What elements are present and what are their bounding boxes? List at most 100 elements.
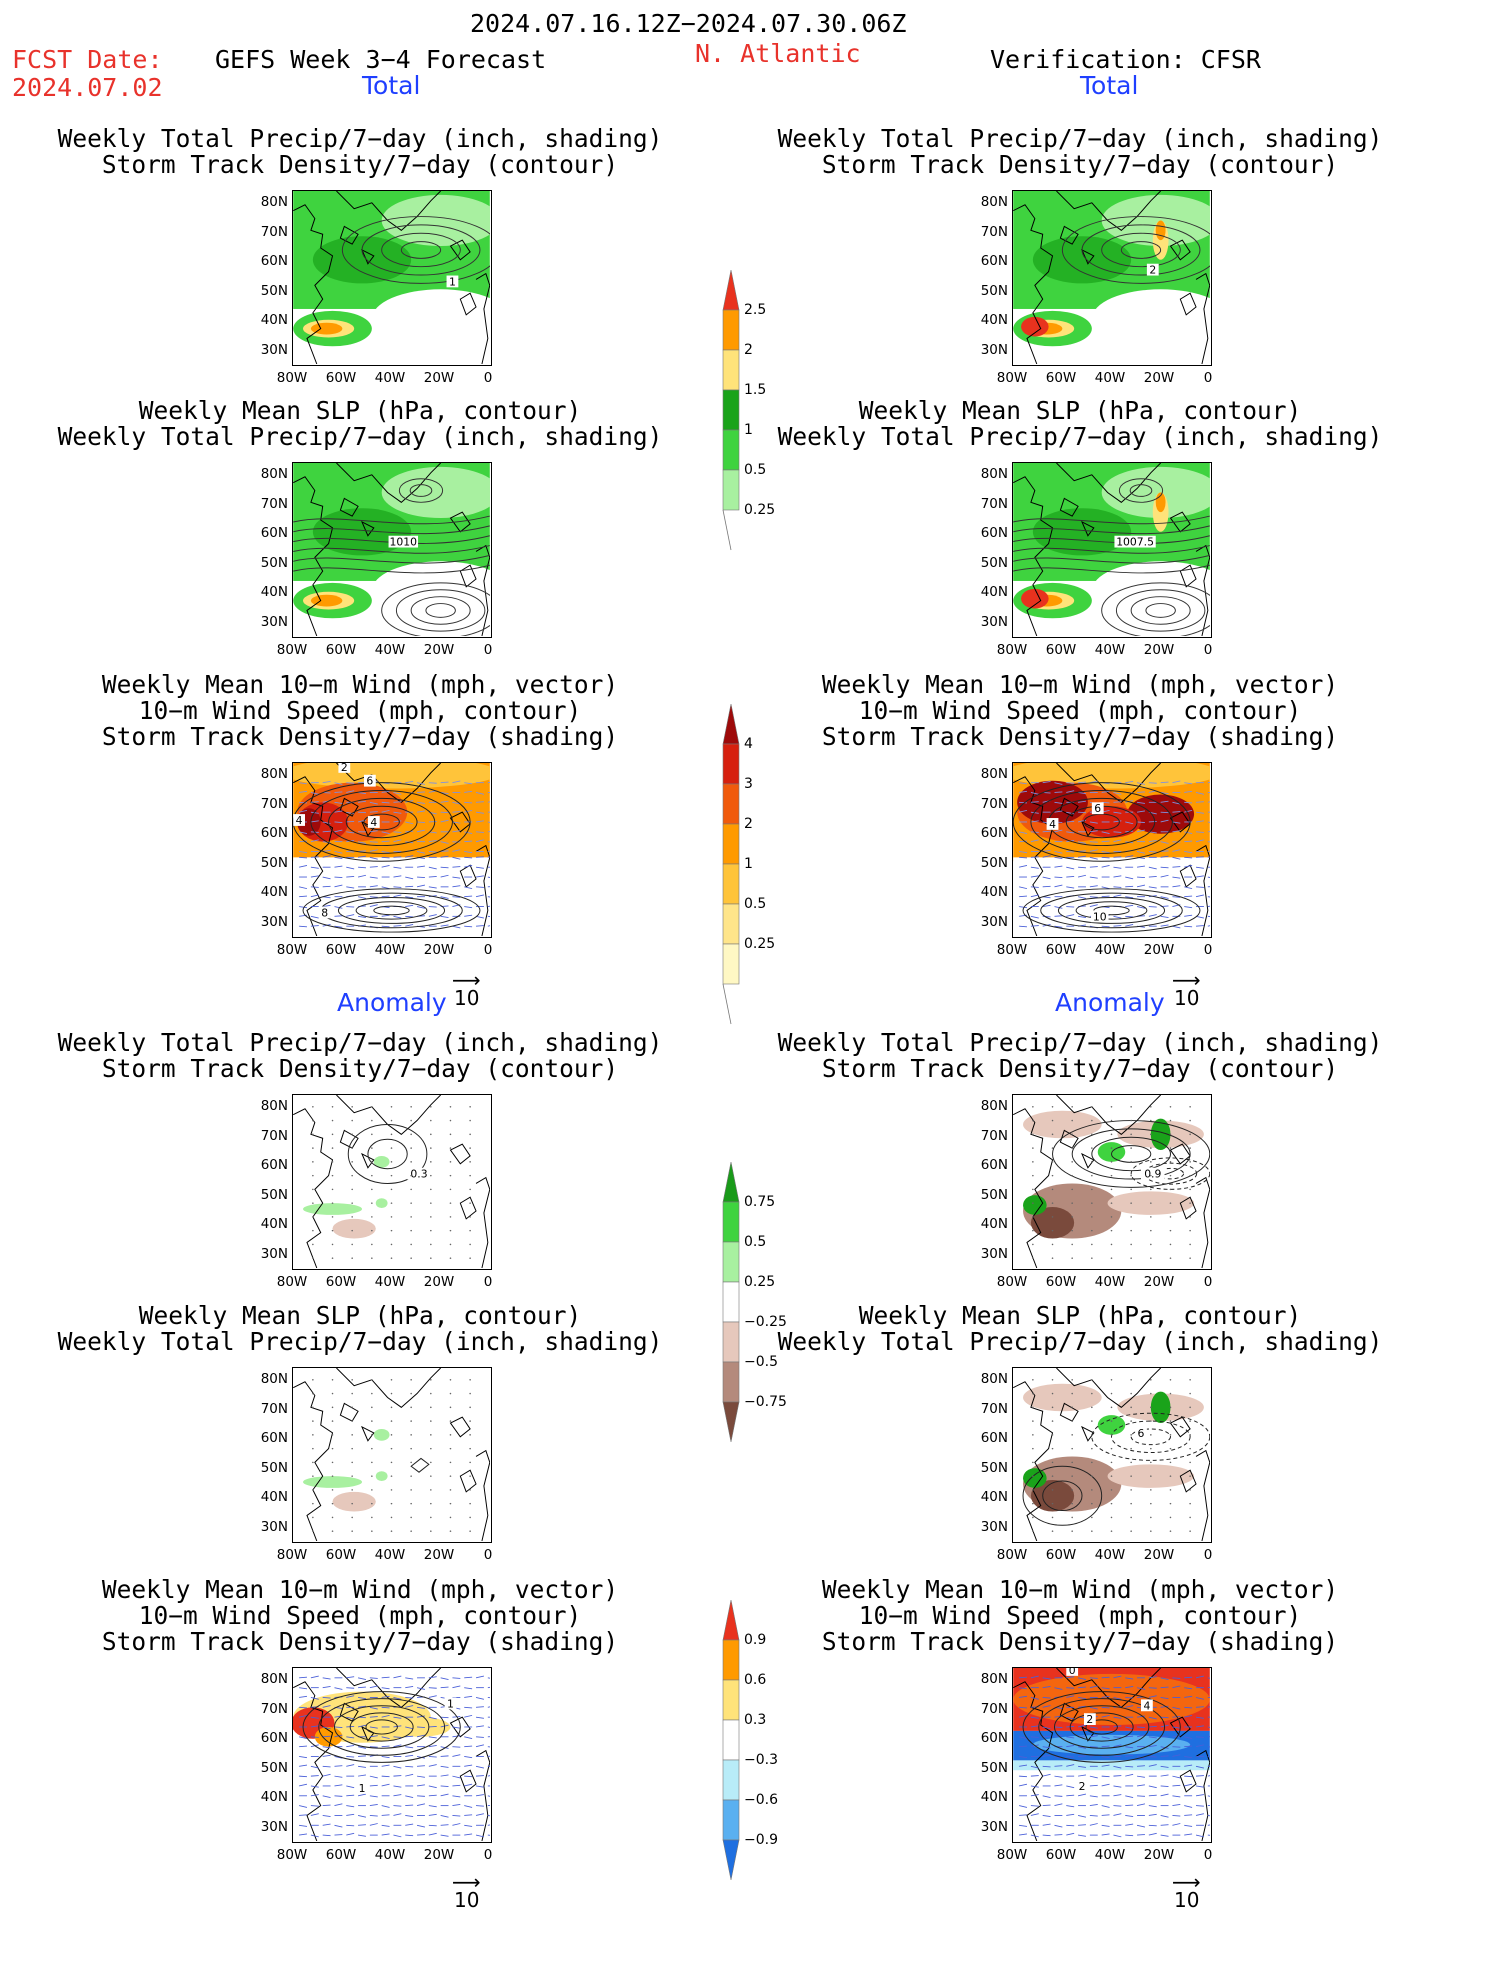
l-panel-title-line: Weekly Mean SLP (hPa, contour) xyxy=(138,1301,582,1330)
l-panel-title-line: Weekly Total Precip/7−day (inch, shading… xyxy=(57,124,663,153)
r-map-precip_storm-total: 2 xyxy=(1012,190,1212,366)
lon-label: 60W xyxy=(325,370,357,386)
lon-label: 0 xyxy=(1203,370,1213,386)
lat-label: 70N xyxy=(980,1127,1008,1144)
colorbar-label: 1 xyxy=(744,422,753,438)
lon-label: 80W xyxy=(996,370,1028,386)
svg-text:0.9: 0.9 xyxy=(1144,1168,1161,1181)
lon-label: 80W xyxy=(276,1847,308,1863)
r-map-slp_precip-anom: 6 xyxy=(1012,1367,1212,1543)
lat-label: 60N xyxy=(980,1730,1008,1746)
lon-label: 40W xyxy=(374,1847,406,1863)
colorbar-label: 0.3 xyxy=(744,1712,767,1728)
lat-label: 50N xyxy=(980,1759,1008,1776)
lat-label: 30N xyxy=(980,613,1008,630)
lon-label: 20W xyxy=(1143,1274,1175,1290)
lat-label: 60N xyxy=(260,825,288,841)
lat-label: 50N xyxy=(980,1459,1008,1476)
colorbar-body xyxy=(722,703,740,1025)
l-panel-title-line: Storm Track Density/7−day (shading) xyxy=(101,1627,619,1656)
lon-label: 0 xyxy=(483,942,493,958)
lat-label: 70N xyxy=(980,495,1008,512)
lat-label: 30N xyxy=(980,913,1008,930)
svg-text:10: 10 xyxy=(1093,910,1107,923)
vector-ref-label: 10 xyxy=(454,1888,480,1912)
l-panel-title-3: Weekly Total Precip/7−day (inch, shading… xyxy=(0,1030,720,1082)
r-map-precip_storm-anom: 0.9 xyxy=(1012,1094,1212,1270)
lat-label: 50N xyxy=(980,282,1008,299)
fcst-date-label: FCST Date: xyxy=(12,45,163,74)
l-panel-title-line: 10−m Wind Speed (mph, contour) xyxy=(138,1601,582,1630)
r-panel-title-5: Weekly Mean 10−m Wind (mph, vector) 10−m … xyxy=(720,1577,1440,1655)
lon-label: 80W xyxy=(996,1847,1028,1863)
r-panel-title-line: Weekly Total Precip/7−day (inch, shading… xyxy=(777,422,1383,451)
svg-text:2: 2 xyxy=(1149,264,1156,277)
l-panel-title-4: Weekly Mean SLP (hPa, contour) Weekly Tot… xyxy=(0,1303,720,1355)
lat-label: 40N xyxy=(980,584,1008,600)
map-field: 6 xyxy=(1013,1368,1210,1541)
r-panel-title-0: Weekly Total Precip/7−day (inch, shading… xyxy=(720,126,1440,178)
colorbar-label: 0.9 xyxy=(744,1632,767,1648)
lat-label: 80N xyxy=(260,1671,288,1687)
lat-label: 70N xyxy=(260,1700,288,1717)
lon-label: 0 xyxy=(1203,1547,1213,1563)
lon-label: 20W xyxy=(1143,370,1175,386)
lon-label: 60W xyxy=(1045,1847,1077,1863)
lat-label: 60N xyxy=(260,1430,288,1446)
lat-label: 80N xyxy=(260,1371,288,1387)
map-field: 1 xyxy=(293,191,490,364)
map-field: 1010 xyxy=(293,463,490,636)
r-panel-title-line: Weekly Total Precip/7−day (inch, shading… xyxy=(777,1028,1383,1057)
lat-label: 40N xyxy=(260,584,288,600)
colorbar-body xyxy=(722,1599,740,1881)
lat-label: 50N xyxy=(980,854,1008,871)
colorbar-label: 0.25 xyxy=(744,936,776,952)
l-panel-title-0: Weekly Total Precip/7−day (inch, shading… xyxy=(0,126,720,178)
lat-label: 50N xyxy=(260,1186,288,1203)
r-panel-title-line: Storm Track Density/7−day (contour) xyxy=(821,150,1339,179)
l-panel-title-line: 10−m Wind Speed (mph, contour) xyxy=(138,696,582,725)
lon-label: 0 xyxy=(483,1847,493,1863)
r-panel-title-1: Weekly Mean SLP (hPa, contour) Weekly Tot… xyxy=(720,398,1440,450)
fcst-date-value: 2024.07.02 xyxy=(12,73,163,102)
lon-label: 40W xyxy=(374,1274,406,1290)
lon-label: 80W xyxy=(276,1274,308,1290)
lat-label: 80N xyxy=(980,466,1008,482)
lon-label: 60W xyxy=(325,1847,357,1863)
lon-label: 60W xyxy=(325,942,357,958)
right-total-label: Total xyxy=(1080,71,1139,100)
vector-ref-arrow: ⟶ xyxy=(1172,1870,1201,1894)
lat-label: 70N xyxy=(260,223,288,240)
lat-label: 70N xyxy=(980,223,1008,240)
l-map-precip_storm-anom: 0.3 xyxy=(292,1094,492,1270)
lat-label: 70N xyxy=(980,795,1008,812)
svg-text:4: 4 xyxy=(370,816,377,829)
svg-text:1: 1 xyxy=(359,1782,366,1795)
colorbar-precip_total xyxy=(722,269,740,594)
lat-label: 70N xyxy=(260,1127,288,1144)
lat-label: 30N xyxy=(260,613,288,630)
lat-label: 80N xyxy=(980,1098,1008,1114)
lat-label: 40N xyxy=(980,1789,1008,1805)
lon-label: 40W xyxy=(1094,370,1126,386)
lat-label: 40N xyxy=(260,884,288,900)
lon-label: 80W xyxy=(276,1547,308,1563)
colorbar-label: 0.5 xyxy=(744,896,767,912)
colorbar-label: 0.75 xyxy=(744,1194,776,1210)
map-field: 2 6 4 4 8 xyxy=(293,763,490,936)
svg-text:0: 0 xyxy=(1069,1668,1076,1677)
lon-label: 60W xyxy=(325,1547,357,1563)
lat-label: 60N xyxy=(260,1157,288,1173)
colorbar-label: 0.25 xyxy=(744,502,776,518)
lat-label: 40N xyxy=(260,1789,288,1805)
map-field xyxy=(293,1368,490,1541)
lon-label: 80W xyxy=(276,370,308,386)
lat-label: 70N xyxy=(260,495,288,512)
lat-label: 30N xyxy=(260,1245,288,1262)
colorbar-label: −0.25 xyxy=(744,1314,787,1330)
lon-label: 80W xyxy=(996,642,1028,658)
svg-text:4: 4 xyxy=(296,814,303,827)
lat-label: 50N xyxy=(260,1459,288,1476)
l-panel-title-1: Weekly Mean SLP (hPa, contour) Weekly Tot… xyxy=(0,398,720,450)
r-panel-title-line: 10−m Wind Speed (mph, contour) xyxy=(858,696,1302,725)
